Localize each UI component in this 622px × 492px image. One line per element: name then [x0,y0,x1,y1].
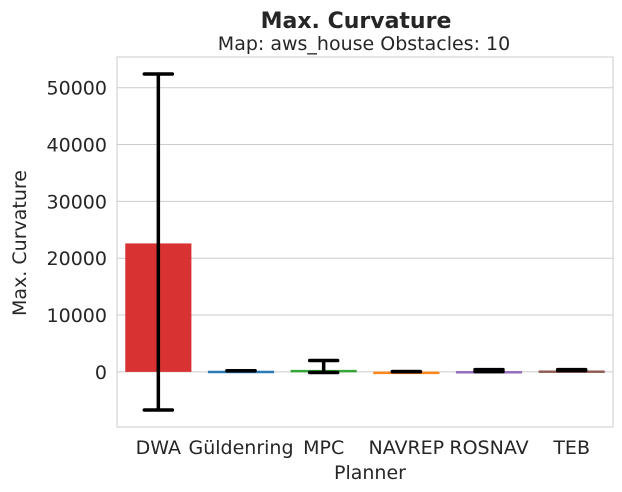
y-axis-label: Max. Curvature [9,170,31,316]
error-bars [142,72,588,412]
chart-subtitle: Map: aws_house Obstacles: 10 [218,33,510,55]
x-tick-label: TEB [552,437,590,459]
y-tick-label: 40000 [47,135,107,157]
bars [125,243,605,375]
y-tick-label: 0 [95,362,107,384]
x-tick-label: MPC [303,437,344,459]
y-tick-label: 20000 [47,248,107,270]
y-tick-label: 50000 [47,78,107,100]
x-tick-labels: DWA Güldenring MPC NAVREP ROSNAV TEB [136,437,590,459]
y-tick-label: 30000 [47,191,107,213]
x-tick-label: NAVREP [368,437,444,459]
x-tick-label: DWA [136,437,181,459]
x-axis-label: Planner [334,462,406,484]
x-tick-label: ROSNAV [449,437,528,459]
y-tick-labels: 0 10000 20000 30000 40000 50000 [47,78,107,384]
gridlines [117,87,613,373]
x-tick-label: Güldenring [188,437,293,459]
chart-title: Max. Curvature [261,9,452,34]
y-tick-label: 10000 [47,305,107,327]
plot-frame [116,56,614,428]
